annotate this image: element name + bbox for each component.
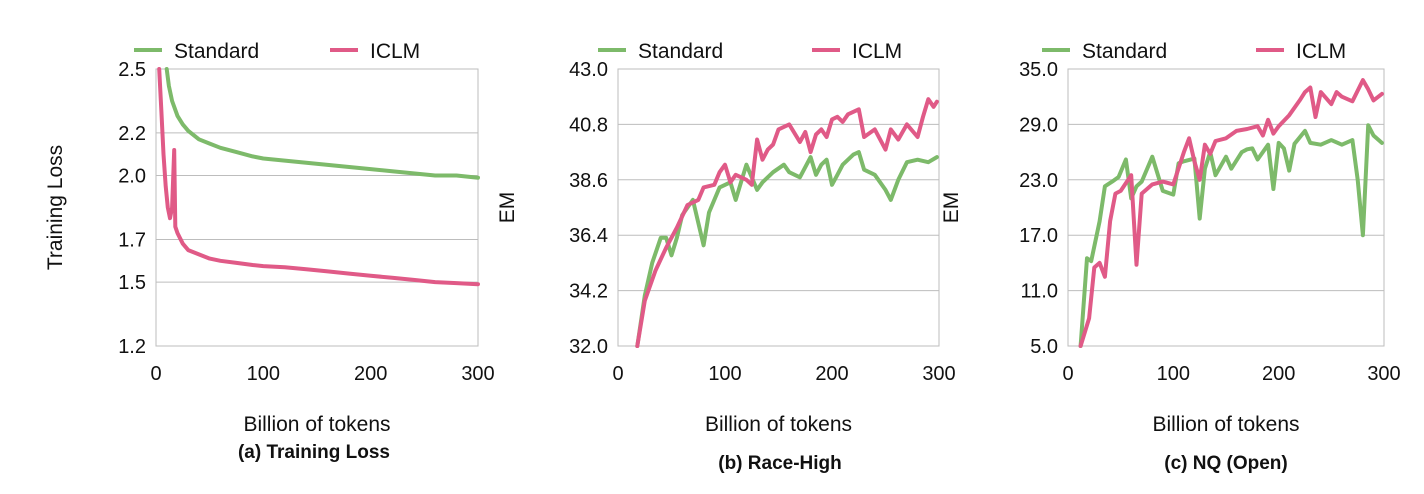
x-tick-label: 100 xyxy=(247,363,280,385)
x-axis-title: Billion of tokens xyxy=(1152,413,1299,436)
y-tick-label: 2.5 xyxy=(118,59,146,81)
x-tick-label: 0 xyxy=(612,363,623,385)
y-tick-label: 1.2 xyxy=(118,336,146,358)
x-tick-label: 200 xyxy=(815,363,848,385)
legend-label: ICLM xyxy=(1296,40,1346,63)
y-tick-label: 40.8 xyxy=(569,114,608,136)
series-line-iclm xyxy=(1078,78,1384,348)
y-tick-label: 35.0 xyxy=(1019,59,1058,81)
x-tick-label: 300 xyxy=(1367,363,1400,385)
x-tick-label: 100 xyxy=(1157,363,1190,385)
y-tick-label: 43.0 xyxy=(569,59,608,81)
y-tick-label: 34.2 xyxy=(569,281,608,303)
subfigure-caption: (c) NQ (Open) xyxy=(1164,453,1288,474)
plot-frame xyxy=(1067,68,1385,347)
y-tick-label: 32.0 xyxy=(569,336,608,358)
y-axis-title: Training Loss xyxy=(44,145,67,270)
legend-label: Standard xyxy=(174,40,259,63)
x-tick-label: 0 xyxy=(150,363,161,385)
chart-2: 32.0 34.2 36.4 38.6 40.8 43.0 0 100 200 300 Standa… xyxy=(496,40,956,474)
x-tick-label: 300 xyxy=(461,363,494,385)
series-line-standard xyxy=(1078,123,1384,348)
plot-frame xyxy=(155,68,479,347)
x-axis-title: Billion of tokens xyxy=(243,413,390,436)
x-axis-title: Billion of tokens xyxy=(705,413,852,436)
series-line-iclm xyxy=(157,67,480,287)
y-tick-label: 1.7 xyxy=(118,229,146,251)
plot-frame xyxy=(617,68,940,347)
y-tick-label: 23.0 xyxy=(1019,170,1058,192)
x-tick-label: 300 xyxy=(922,363,955,385)
legend-label: Standard xyxy=(638,40,723,63)
legend-label: Standard xyxy=(1082,40,1167,63)
y-tick-label: 2.2 xyxy=(118,123,146,145)
y-tick-label: 29.0 xyxy=(1019,114,1058,136)
y-tick-label: 1.5 xyxy=(118,272,146,294)
series-line-iclm xyxy=(635,97,939,348)
y-tick-label: 11.0 xyxy=(1021,281,1058,303)
subfigure-caption: (a) Training Loss xyxy=(238,442,390,463)
series-line-standard xyxy=(635,150,939,348)
series-line-standard xyxy=(164,67,480,180)
y-tick-label: 5.0 xyxy=(1030,336,1058,358)
legend-label: ICLM xyxy=(370,40,420,63)
x-tick-label: 0 xyxy=(1062,363,1073,385)
x-tick-label: 200 xyxy=(354,363,387,385)
y-axis-title: EM xyxy=(496,192,519,224)
chart-3: 5.0 11.0 17.0 23.0 29.0 35.0 0 100 200 300 Standar… xyxy=(940,40,1401,474)
x-tick-label: 100 xyxy=(708,363,741,385)
y-tick-label: 2.0 xyxy=(118,166,146,188)
y-axis-title: EM xyxy=(940,192,963,224)
subfigure-caption: (b) Race-High xyxy=(718,453,842,474)
chart-1: 1.2 1.5 1.7 2.0 2.2 2.5 0 100 200 300 Standard ICLM… xyxy=(44,40,495,463)
y-tick-label: 38.6 xyxy=(569,170,608,192)
x-tick-label: 200 xyxy=(1262,363,1295,385)
legend-label: ICLM xyxy=(852,40,902,63)
y-tick-label: 36.4 xyxy=(569,225,608,247)
y-tick-label: 17.0 xyxy=(1019,225,1058,247)
